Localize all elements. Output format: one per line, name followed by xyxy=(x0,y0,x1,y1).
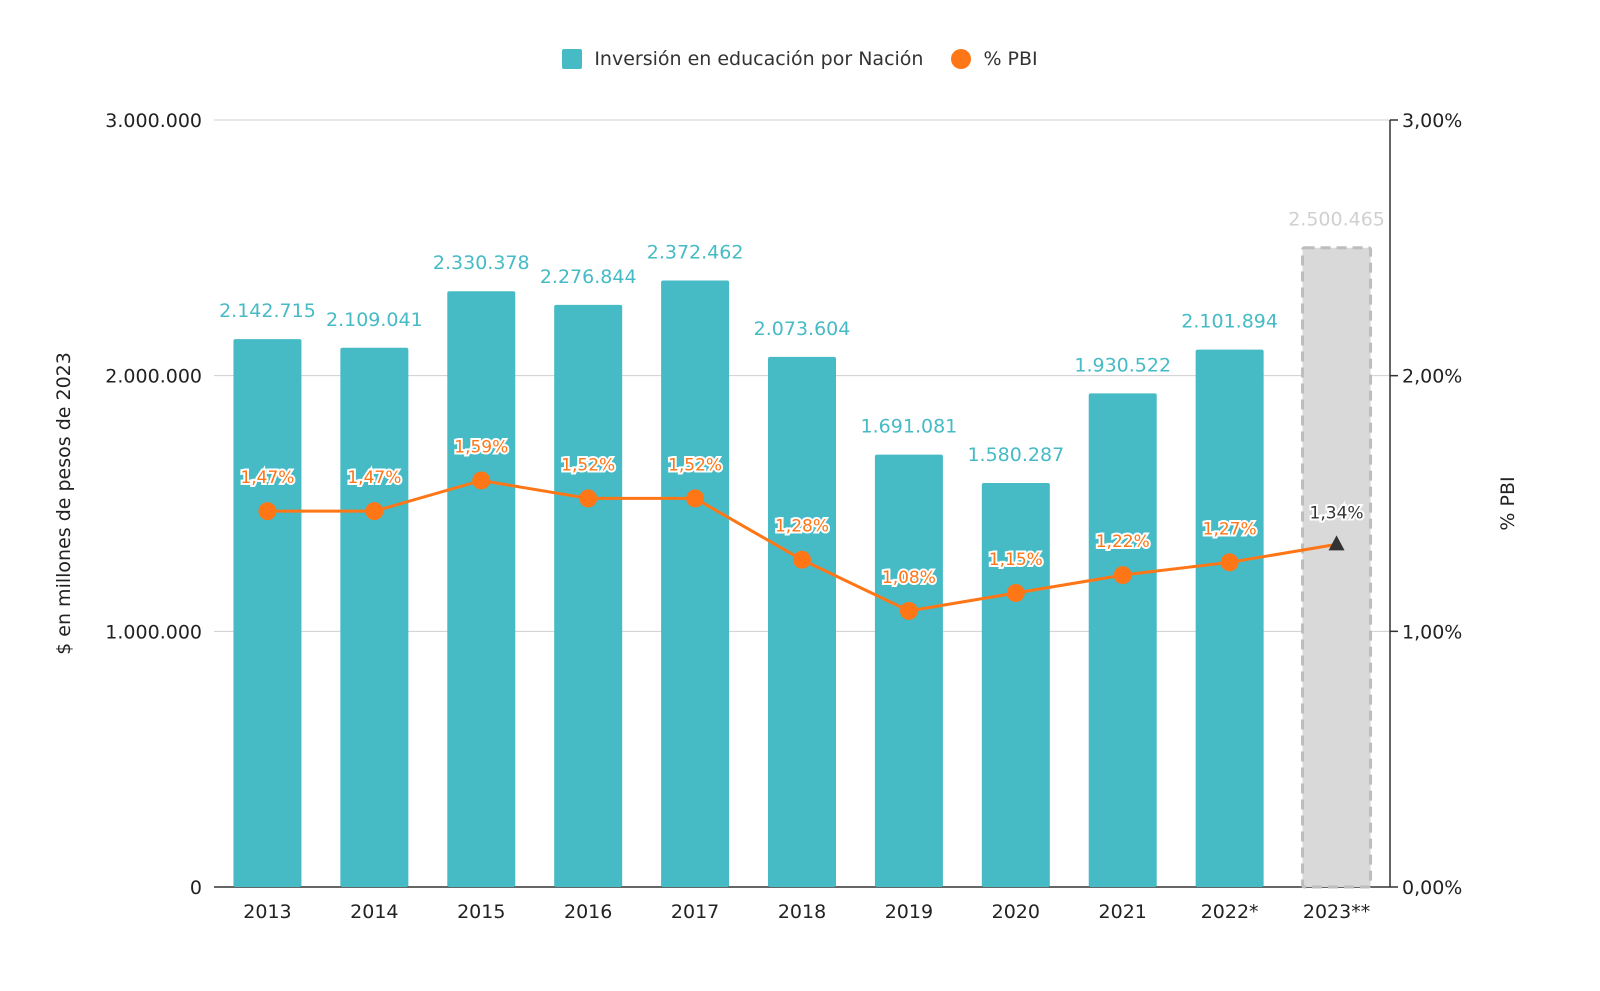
x-tick-label: 2020 xyxy=(992,901,1040,923)
pbi-point xyxy=(365,502,384,521)
bar xyxy=(554,304,623,888)
x-tick-label: 2017 xyxy=(671,901,719,923)
pbi-point xyxy=(1220,553,1239,572)
bar xyxy=(340,347,409,887)
pbi-point xyxy=(899,601,918,620)
y-left-tick-label: 3.000.000 xyxy=(105,110,202,132)
pbi-point xyxy=(472,471,491,490)
pbi-point xyxy=(579,489,598,508)
y-right-axis-title: % PBI xyxy=(1497,476,1519,530)
pbi-label: 1,08% xyxy=(882,568,936,588)
x-tick-label: 2013 xyxy=(243,901,291,923)
bar-value-label: 2.372.462 xyxy=(647,241,744,263)
y-right-tick-label: 2,00% xyxy=(1402,366,1462,388)
bar xyxy=(447,291,516,887)
pbi-label: 1,28% xyxy=(775,517,829,537)
legend-item-bars[interactable]: Inversión en educación por Nación xyxy=(562,48,923,70)
bar xyxy=(981,482,1050,887)
y-left-tick-label: 1.000.000 xyxy=(105,621,202,643)
bar-value-label: 1.691.081 xyxy=(861,416,958,438)
bar-value-label: 2.500.465 xyxy=(1288,209,1385,231)
x-tick-label: 2014 xyxy=(350,901,398,923)
x-tick-label: 2016 xyxy=(564,901,612,923)
bar-value-label: 2.109.041 xyxy=(326,309,423,331)
bar xyxy=(1195,349,1264,888)
bar-value-label: 2.276.844 xyxy=(540,266,637,288)
pbi-label: 1,47% xyxy=(347,468,401,488)
x-tick-label: 2022* xyxy=(1201,901,1259,923)
bar xyxy=(1088,393,1157,887)
legend: Inversión en educación por Nación % PBI xyxy=(0,48,1600,70)
pbi-point xyxy=(258,502,277,521)
y-right-tick-label: 3,00% xyxy=(1402,110,1462,132)
pbi-label: 1,47% xyxy=(240,468,294,488)
legend-label-line: % PBI xyxy=(983,48,1038,70)
pbi-point xyxy=(686,489,705,508)
bar-value-label: 1.930.522 xyxy=(1074,354,1171,376)
y-left-tick-label: 0 xyxy=(190,877,202,899)
bar xyxy=(768,356,836,887)
pbi-label-projected: 1,34% xyxy=(1310,503,1364,523)
y-right-tick-label: 0,00% xyxy=(1402,877,1462,899)
x-tick-label: 2023** xyxy=(1303,901,1370,923)
y-right-tick-label: 1,00% xyxy=(1402,621,1462,643)
bar-projected xyxy=(1301,246,1373,889)
bar xyxy=(233,339,302,887)
pbi-label: 1,15% xyxy=(989,550,1043,570)
bar-value-label: 1.580.287 xyxy=(967,444,1064,466)
x-tick-label: 2018 xyxy=(778,901,826,923)
pbi-label: 1,22% xyxy=(1096,532,1150,552)
y-left-tick-label: 2.000.000 xyxy=(105,366,202,388)
bar xyxy=(874,454,943,887)
pbi-label: 1,52% xyxy=(561,455,615,475)
bar-value-label: 2.073.604 xyxy=(754,318,851,340)
pbi-point-projected xyxy=(1328,535,1345,551)
pbi-point xyxy=(1006,583,1025,602)
x-tick-label: 2015 xyxy=(457,901,505,923)
pbi-label: 1,52% xyxy=(668,455,722,475)
legend-swatch-line xyxy=(951,49,972,69)
y-left-axis-title: $ en millones de pesos de 2023 xyxy=(53,352,75,655)
bar-value-label: 2.101.894 xyxy=(1181,311,1278,333)
legend-swatch-bar xyxy=(562,49,583,69)
x-tick-label: 2021 xyxy=(1099,901,1147,923)
pbi-point xyxy=(1113,566,1132,585)
legend-item-line[interactable]: % PBI xyxy=(951,48,1038,70)
bar-value-label: 2.330.378 xyxy=(433,252,530,274)
pbi-label: 1,59% xyxy=(454,437,508,457)
pbi-point xyxy=(793,550,811,569)
x-tick-label: 2019 xyxy=(885,901,933,923)
bar xyxy=(661,280,730,887)
pbi-label: 1,27% xyxy=(1203,519,1257,539)
bar-value-label: 2.142.715 xyxy=(219,300,316,322)
legend-label-bars: Inversión en educación por Nación xyxy=(594,48,924,70)
